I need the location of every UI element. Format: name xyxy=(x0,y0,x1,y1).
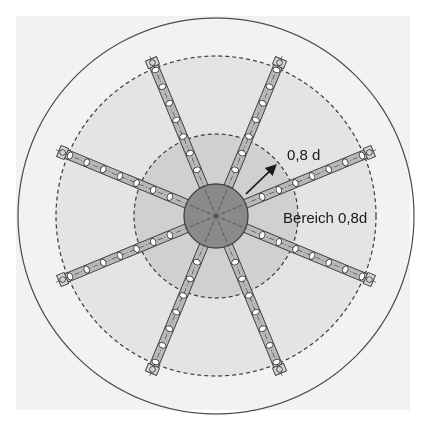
nozzle xyxy=(172,308,181,316)
nozzle xyxy=(258,100,267,107)
nozzle xyxy=(265,83,274,90)
arm xyxy=(239,144,377,211)
nozzle xyxy=(259,192,266,201)
hub-spoke-line xyxy=(203,187,217,217)
arm-end-cap xyxy=(271,362,288,376)
nozzle xyxy=(251,308,260,316)
nozzle xyxy=(245,292,253,299)
nozzle xyxy=(83,158,90,167)
hub-spoke-line xyxy=(215,215,229,245)
nozzle xyxy=(172,116,181,124)
arm-end-nozzle xyxy=(276,366,283,373)
nozzle xyxy=(158,342,167,349)
nozzle xyxy=(258,325,267,332)
arm-end-nozzle xyxy=(149,366,156,373)
nozzle xyxy=(231,166,240,173)
nozzle xyxy=(231,259,240,266)
nozzle xyxy=(259,231,266,240)
nozzle xyxy=(100,258,107,267)
nozzle xyxy=(166,192,173,201)
arm-end-nozzle xyxy=(276,59,283,66)
nozzle xyxy=(275,238,282,246)
arm-end-cap xyxy=(144,56,161,70)
nozzle xyxy=(342,158,349,167)
nozzle xyxy=(151,66,160,74)
nozzle xyxy=(192,259,201,266)
hub-spoke-line xyxy=(215,187,229,217)
nozzle xyxy=(116,172,124,181)
nozzle xyxy=(265,342,274,349)
nozzle xyxy=(245,133,253,140)
arm-end-cap xyxy=(56,271,70,288)
hub-center-lines xyxy=(187,187,245,245)
nozzle xyxy=(66,272,74,281)
nozzle xyxy=(100,165,107,174)
nozzle xyxy=(342,265,349,274)
radius-arrow xyxy=(245,164,277,195)
hub-spoke-line xyxy=(215,203,245,217)
nozzle xyxy=(272,66,281,74)
nozzle xyxy=(179,292,187,299)
nozzle xyxy=(133,245,140,253)
hub-spoke-line xyxy=(203,215,217,245)
nozzle xyxy=(325,165,332,174)
nozzle xyxy=(150,238,157,246)
nozzle xyxy=(251,116,260,124)
outer-boundary-circle xyxy=(17,17,415,415)
nozzle xyxy=(358,151,366,160)
nozzle xyxy=(325,258,332,267)
arm xyxy=(239,221,377,288)
nozzle xyxy=(308,251,316,260)
arm-end-nozzle xyxy=(149,59,156,66)
nozzle xyxy=(179,133,187,140)
nozzle xyxy=(308,172,316,181)
arm-end-cap xyxy=(56,144,70,161)
arm-end-cap xyxy=(362,271,376,288)
nozzle xyxy=(186,275,194,282)
arm xyxy=(144,239,211,377)
nozzle xyxy=(292,245,299,253)
arm xyxy=(221,239,288,377)
nozzle xyxy=(116,251,124,260)
nozzle xyxy=(150,186,157,194)
nozzle xyxy=(192,166,201,173)
nozzle xyxy=(186,150,194,157)
nozzle xyxy=(151,358,160,366)
nozzle xyxy=(83,265,90,274)
arm-end-cap xyxy=(362,144,376,161)
nozzle xyxy=(158,83,167,90)
nozzle xyxy=(275,186,282,194)
arm xyxy=(55,221,193,288)
nozzle xyxy=(358,272,366,281)
nozzle xyxy=(66,151,74,160)
hub-spoke-line xyxy=(215,215,245,229)
nozzle xyxy=(272,358,281,366)
arm-end-cap xyxy=(271,56,288,70)
arm-end-nozzle xyxy=(59,276,66,283)
arm-end-nozzle xyxy=(59,149,66,156)
nozzle xyxy=(238,275,246,282)
arm-end-nozzle xyxy=(366,149,373,156)
nozzle xyxy=(238,150,246,157)
hub-spoke-line xyxy=(187,215,217,229)
arm-end-cap xyxy=(144,362,161,376)
nozzle xyxy=(165,325,174,332)
nozzle xyxy=(292,179,299,187)
nozzle xyxy=(133,179,140,187)
hub-spoke-line xyxy=(187,203,217,217)
nozzle xyxy=(166,231,173,240)
arm-end-nozzle xyxy=(366,276,373,283)
arm xyxy=(55,144,193,211)
arms-group xyxy=(55,55,377,377)
radius-marker-label: 0,8 d xyxy=(287,147,320,164)
zone-label: Bereich 0,8d xyxy=(283,210,367,227)
